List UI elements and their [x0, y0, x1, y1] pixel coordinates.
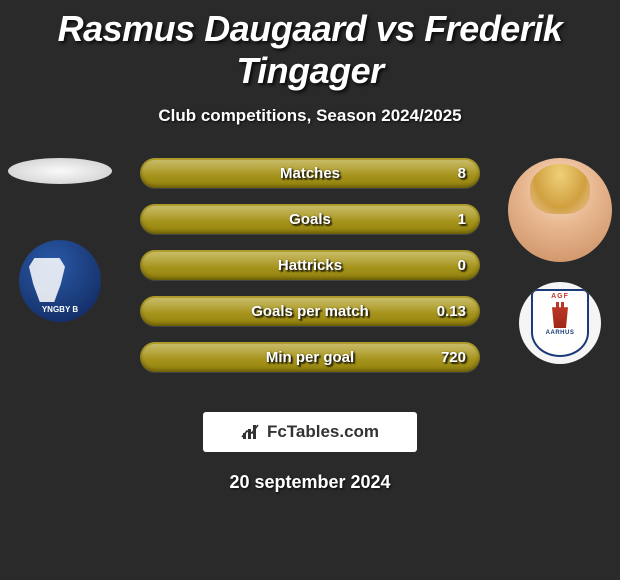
right-player-column: AGF AARHUS: [500, 158, 620, 364]
page-title: Rasmus Daugaard vs Frederik Tingager: [0, 0, 620, 92]
stat-bar: Goals per match 0.13: [140, 296, 480, 326]
stat-bar: Matches 8: [140, 158, 480, 188]
stat-label: Min per goal: [140, 342, 480, 372]
branding-badge: FcTables.com: [203, 412, 417, 452]
stat-bar: Goals 1: [140, 204, 480, 234]
left-player-avatar: [8, 158, 112, 184]
stat-right-value: 1: [458, 204, 466, 234]
right-club-badge: AGF AARHUS: [519, 282, 601, 364]
left-club-badge: [19, 240, 101, 322]
right-club-badge-shield: AGF AARHUS: [531, 289, 589, 357]
left-player-column: [0, 158, 120, 322]
tower-icon: [550, 302, 570, 328]
branding-text: FcTables.com: [267, 422, 379, 442]
stat-right-value: 720: [441, 342, 466, 372]
right-club-badge-top-text: AGF: [551, 293, 569, 300]
stat-bar: Min per goal 720: [140, 342, 480, 372]
right-club-badge-bottom-text: AARHUS: [546, 330, 575, 336]
stat-label: Matches: [140, 158, 480, 188]
stat-label: Hattricks: [140, 250, 480, 280]
stats-area: AGF AARHUS Matches 8 Goals 1 Hattricks 0: [0, 158, 620, 398]
stat-right-value: 0.13: [437, 296, 466, 326]
subtitle: Club competitions, Season 2024/2025: [0, 106, 620, 126]
date-text: 20 september 2024: [0, 472, 620, 493]
stat-label: Goals: [140, 204, 480, 234]
stat-right-value: 8: [458, 158, 466, 188]
stat-label: Goals per match: [140, 296, 480, 326]
right-player-avatar: [508, 158, 612, 262]
stat-bar: Hattricks 0: [140, 250, 480, 280]
bar-chart-icon: [241, 423, 263, 441]
stat-right-value: 0: [458, 250, 466, 280]
stat-bars: Matches 8 Goals 1 Hattricks 0 Goals per …: [140, 158, 480, 388]
